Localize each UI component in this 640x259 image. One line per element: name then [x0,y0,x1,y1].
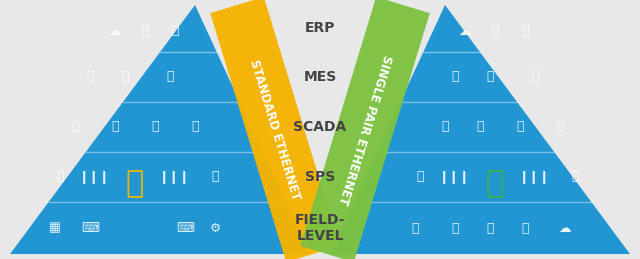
Text: 🖥: 🖥 [492,25,499,38]
Text: 🖥: 🖥 [56,170,64,183]
Text: ▦: ▦ [49,221,61,234]
Text: 🖥: 🖥 [441,120,449,133]
Text: ⌨: ⌨ [81,221,99,234]
Text: 🖥: 🖥 [572,170,579,183]
Text: 🔗: 🔗 [111,120,119,133]
Text: MES: MES [303,70,337,84]
Text: 📟: 📟 [451,221,459,234]
Text: 🖥: 🖥 [516,120,524,133]
Text: 🖥: 🖥 [151,120,159,133]
Text: ⚙: ⚙ [209,221,221,234]
Text: ❙❙❙: ❙❙❙ [439,170,471,183]
Text: 📱: 📱 [172,25,179,38]
Text: SINGLE PAIR ETHERNET: SINGLE PAIR ETHERNET [336,53,394,206]
Text: 🤖: 🤖 [486,221,493,234]
Polygon shape [210,0,340,259]
Text: 🖥: 🖥 [191,120,199,133]
Text: 🖥: 🖥 [121,70,129,83]
Text: 🔒: 🔒 [486,169,504,198]
Polygon shape [10,5,310,254]
Text: 🖥: 🖥 [86,70,93,83]
Text: ❙❙❙: ❙❙❙ [79,170,111,183]
Text: ❙❙❙: ❙❙❙ [519,170,551,183]
Text: 🖥: 🖥 [71,120,79,133]
Text: STANDARD ETHERNET: STANDARD ETHERNET [248,58,303,201]
Text: 🖥: 🖥 [416,170,424,183]
Text: ☁: ☁ [459,25,471,38]
Text: 🖥: 🖥 [556,120,564,133]
Text: 📱: 📱 [166,70,173,83]
Text: ❙❙❙: ❙❙❙ [159,170,191,183]
Text: 🔒: 🔒 [126,169,144,198]
Text: ERP: ERP [305,21,335,35]
Text: 🔗: 🔗 [476,120,484,133]
Text: 📷: 📷 [412,221,419,234]
Text: 🖥: 🖥 [211,170,219,183]
Text: 🖥: 🖥 [451,70,459,83]
Text: SPS: SPS [305,170,335,184]
Text: SCADA: SCADA [293,120,347,134]
Text: 📱: 📱 [521,25,529,38]
Polygon shape [330,5,630,254]
Text: ⌨: ⌨ [176,221,194,234]
Text: 📶: 📶 [521,221,529,234]
Text: 🖥: 🖥 [141,25,148,38]
Text: 📱: 📱 [531,70,539,83]
Text: ☁: ☁ [559,221,572,234]
Text: FIELD-
LEVEL: FIELD- LEVEL [295,213,345,243]
Text: ☁: ☁ [109,25,121,38]
Polygon shape [300,0,430,259]
Text: 🖥: 🖥 [486,70,493,83]
